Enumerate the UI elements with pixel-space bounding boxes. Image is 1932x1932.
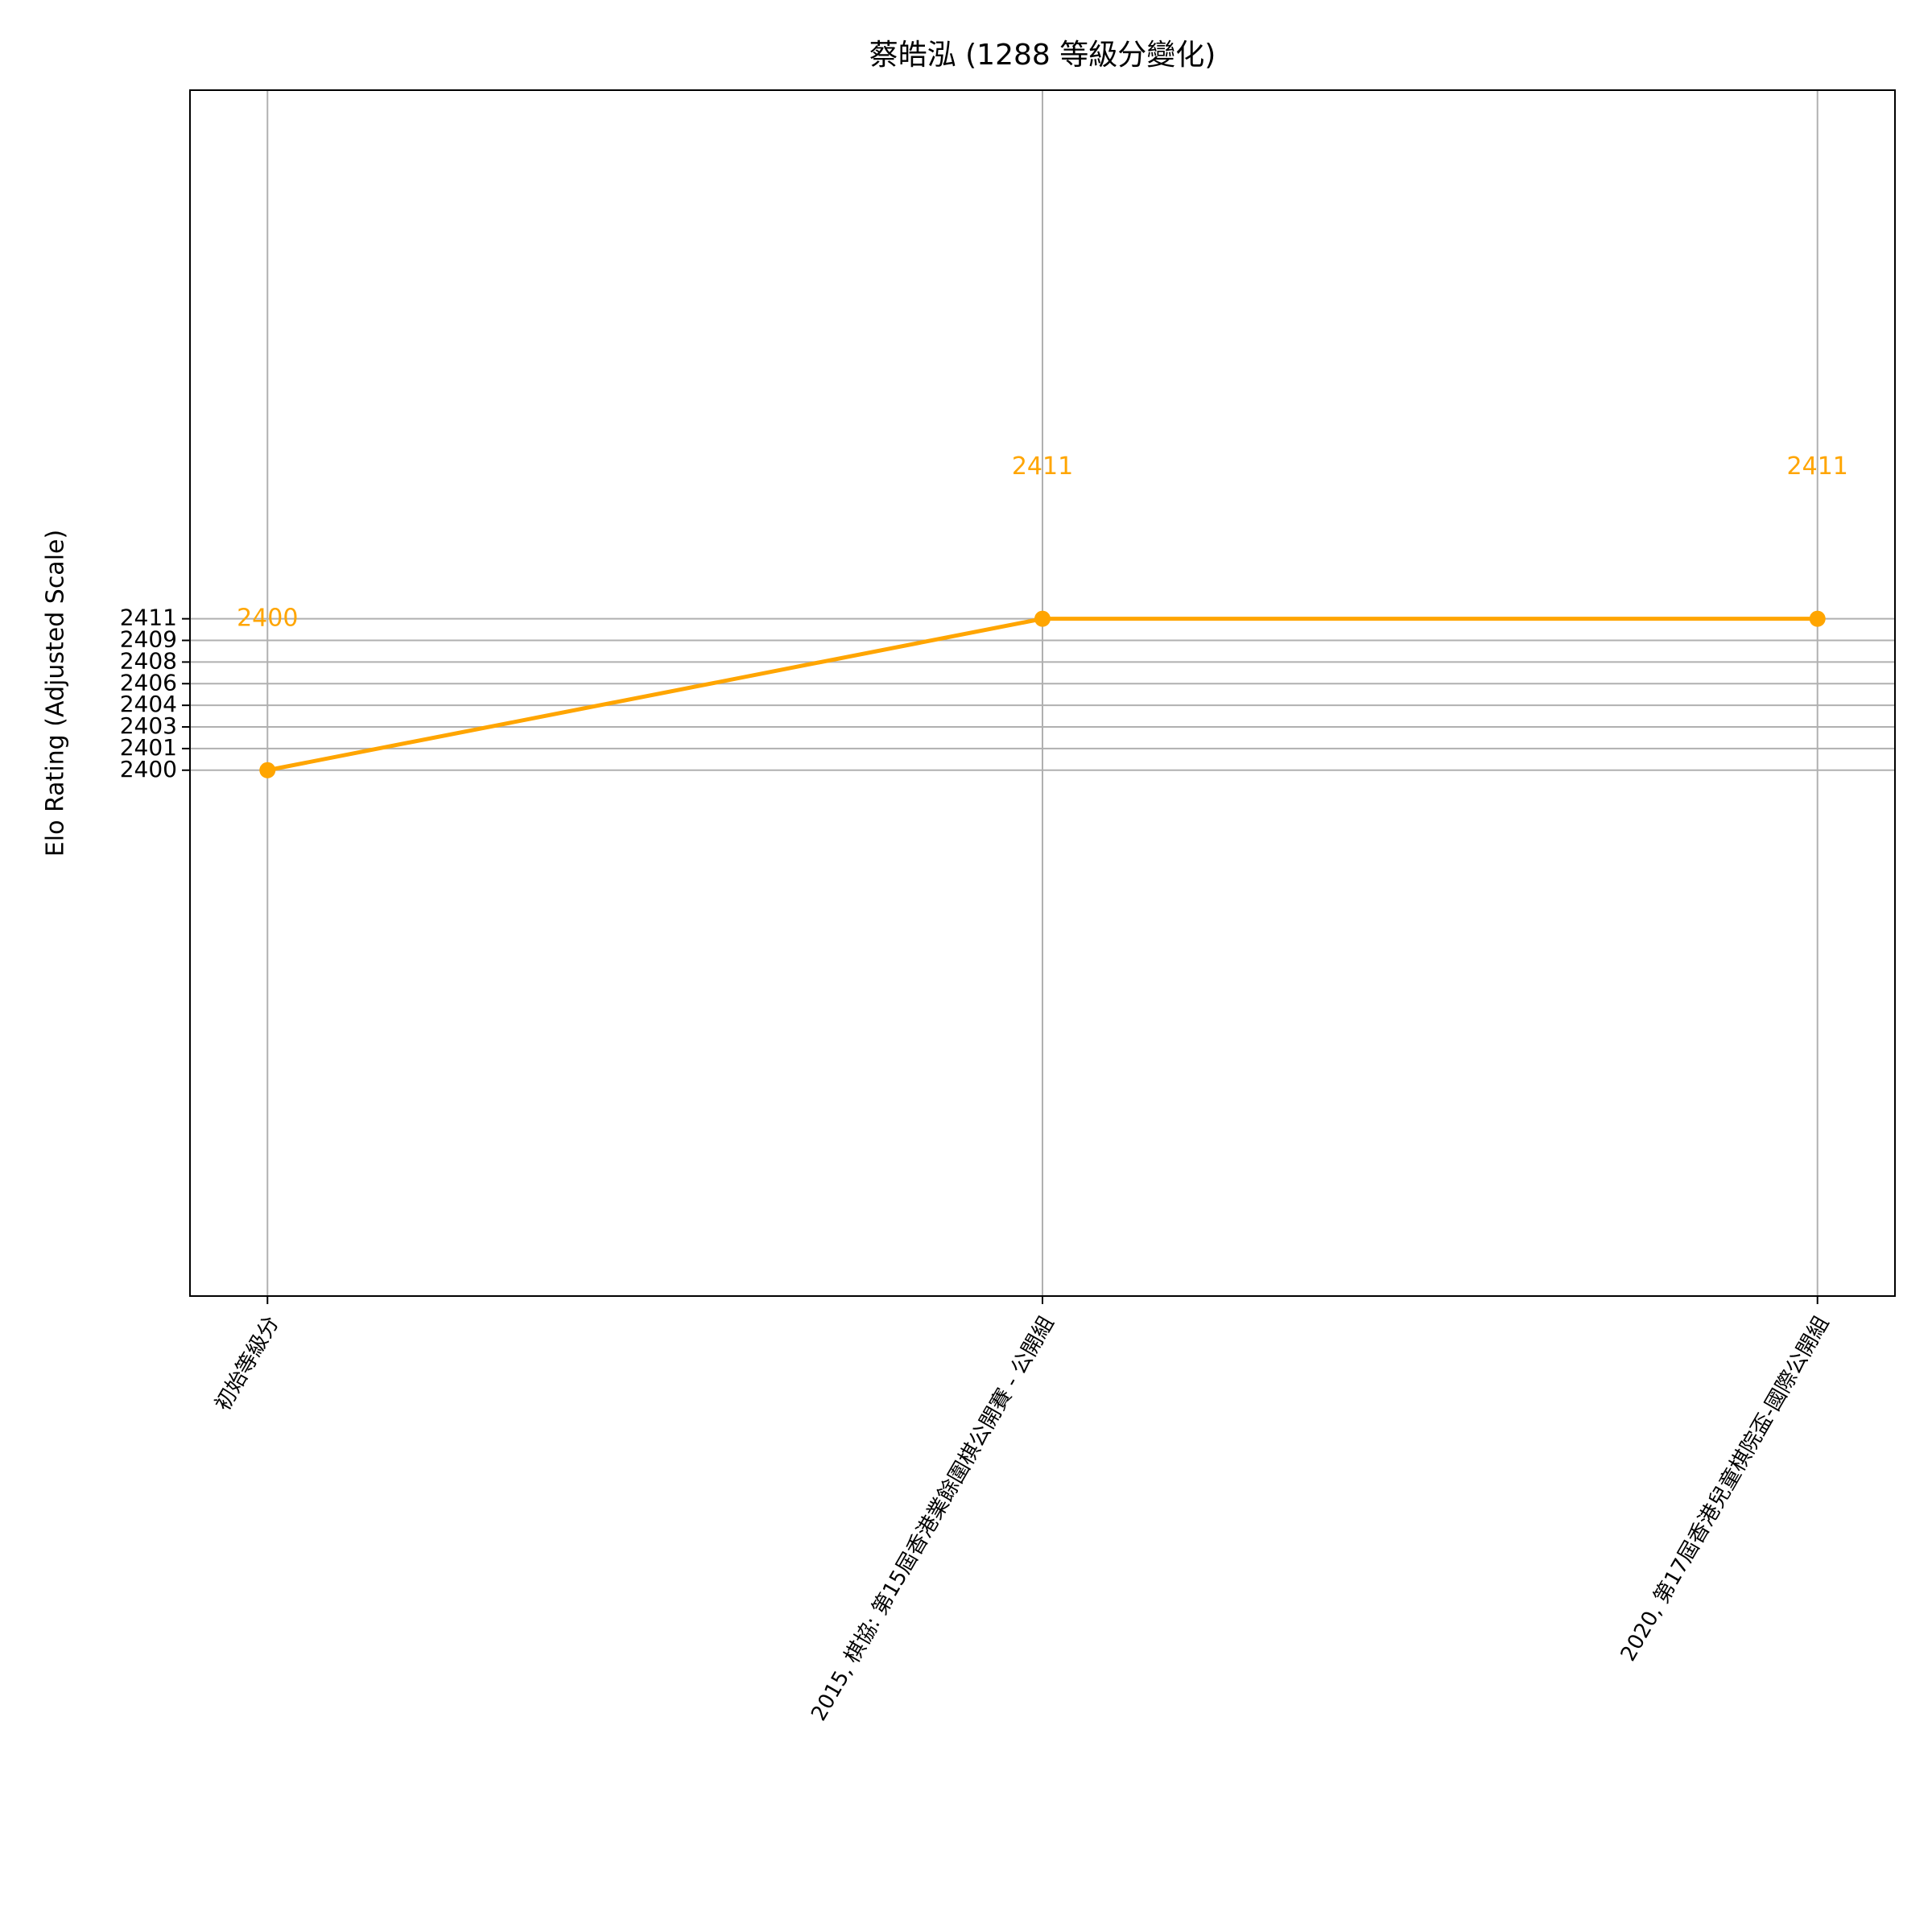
y-axis-label: Elo Rating (Adjusted Scale) xyxy=(42,530,70,857)
data-label: 2411 xyxy=(1012,452,1073,481)
x-tick-label: 初始等級分 xyxy=(211,1312,284,1415)
data-point xyxy=(259,762,276,778)
chart-title: 蔡皓泓 (1288 等級分變化) xyxy=(869,39,1216,72)
x-tick-label: 2020, 第17屆香港兒童棋院盃-國際公開組 xyxy=(1616,1312,1835,1666)
y-tick-label: 2401 xyxy=(120,734,177,761)
data-point xyxy=(1034,610,1051,627)
y-tick-label: 2403 xyxy=(120,712,177,739)
y-tick-label: 2411 xyxy=(120,605,177,631)
data-label: 2411 xyxy=(1787,452,1848,481)
y-tick-label: 2406 xyxy=(120,669,177,696)
x-tick-label: 2015, 棋協: 第15屆香港業餘圍棋公開賽 - 公開組 xyxy=(807,1312,1059,1725)
y-tick-label: 2404 xyxy=(120,691,177,717)
y-tick-label: 2408 xyxy=(120,647,177,674)
plot-frame xyxy=(189,89,1896,1297)
data-label: 2400 xyxy=(237,604,298,632)
data-point xyxy=(1809,610,1826,627)
y-tick-label: 2400 xyxy=(120,756,177,782)
y-tick-label: 2409 xyxy=(120,626,177,653)
